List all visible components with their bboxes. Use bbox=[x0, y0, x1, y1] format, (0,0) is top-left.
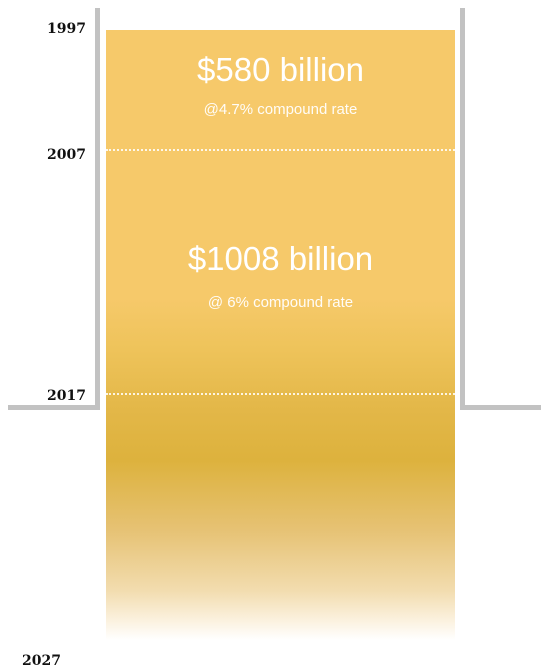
year-label-2017: 2017 bbox=[47, 388, 86, 404]
divider-2007 bbox=[106, 149, 455, 151]
segment-2-rate: @ 6% compound rate bbox=[207, 294, 354, 311]
segment-1-rate: @4.7% compound rate bbox=[203, 101, 358, 118]
year-label-1997: 1997 bbox=[47, 21, 86, 37]
left-bracket-vertical bbox=[95, 8, 100, 410]
year-label-2027: 2027 bbox=[22, 653, 61, 669]
right-bracket-foot bbox=[460, 405, 541, 410]
year-label-2007: 2007 bbox=[47, 147, 86, 163]
growth-column bbox=[106, 30, 455, 640]
divider-2017 bbox=[106, 393, 455, 395]
left-bracket-foot bbox=[8, 405, 100, 410]
segment-1-amount: $580 billion bbox=[197, 51, 364, 88]
segment-2-amount: $1008 billion bbox=[187, 240, 374, 277]
right-bracket-vertical bbox=[460, 8, 465, 410]
